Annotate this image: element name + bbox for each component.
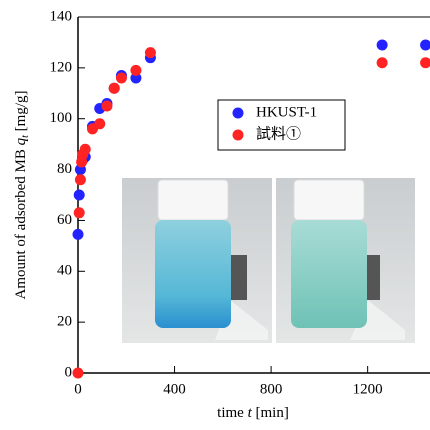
- point: [74, 207, 85, 218]
- point: [94, 118, 105, 129]
- point: [130, 65, 141, 76]
- point: [377, 57, 388, 68]
- point: [109, 83, 120, 94]
- point: [74, 190, 85, 201]
- photo: [122, 178, 415, 343]
- point: [73, 368, 84, 379]
- x-tick-label: 1200: [353, 381, 383, 397]
- legend-label: 試料①: [256, 125, 301, 142]
- point: [80, 144, 91, 155]
- legend-marker: [233, 130, 244, 141]
- point: [420, 39, 430, 50]
- chart: time t [min] Amount of adsorbed MB qt [m…: [0, 0, 430, 425]
- y-axis-label: Amount of adsorbed MB qt [mg/g]: [13, 90, 31, 299]
- point: [145, 47, 156, 58]
- point: [73, 229, 84, 240]
- point: [377, 39, 388, 50]
- y-tick-label: 140: [50, 8, 73, 24]
- y-tick-label: 40: [57, 263, 72, 279]
- point: [420, 57, 430, 68]
- y-tick-label: 100: [50, 110, 73, 126]
- y-tick-label: 60: [57, 212, 72, 228]
- point: [75, 174, 86, 185]
- point: [116, 73, 127, 84]
- y-tick-label: 80: [57, 161, 72, 177]
- legend-label: HKUST-1: [256, 104, 317, 120]
- y-tick-label: 120: [50, 59, 73, 75]
- legend-marker: [233, 108, 244, 119]
- x-tick-label: 800: [260, 381, 283, 397]
- y-tick-label: 20: [57, 314, 72, 330]
- x-tick-label: 0: [74, 381, 82, 397]
- x-tick-label: 400: [163, 381, 186, 397]
- point: [101, 101, 112, 112]
- x-axis-label: time t [min]: [217, 405, 289, 421]
- y-tick-label: 0: [65, 364, 73, 380]
